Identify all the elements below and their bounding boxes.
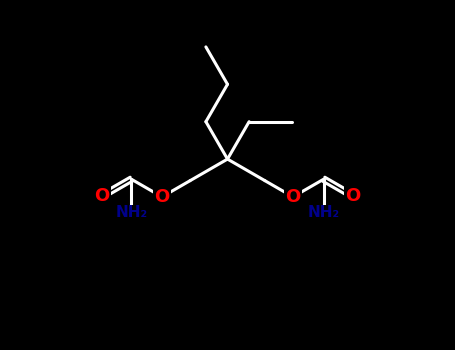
Text: NH₂: NH₂ bbox=[115, 205, 147, 220]
Text: O: O bbox=[154, 188, 170, 206]
Text: O: O bbox=[345, 187, 360, 205]
Text: O: O bbox=[95, 187, 110, 205]
Text: NH₂: NH₂ bbox=[308, 205, 340, 220]
Text: O: O bbox=[285, 188, 301, 206]
